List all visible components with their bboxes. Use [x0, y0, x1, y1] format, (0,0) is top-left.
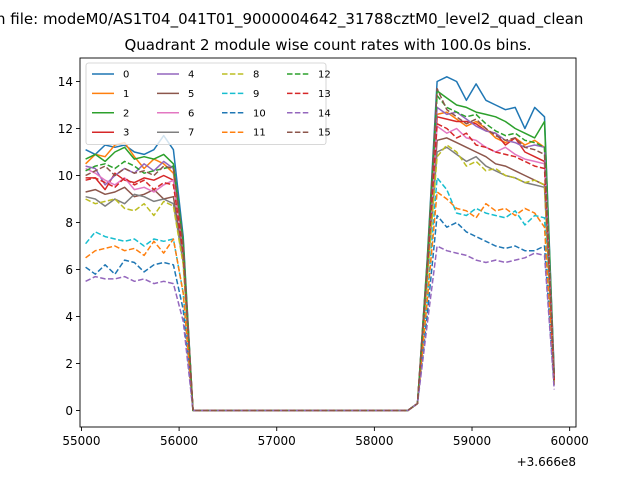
y-tick-label: 2 [65, 357, 73, 371]
legend-label-10: 10 [253, 108, 266, 119]
series-line-10 [85, 214, 555, 412]
legend-label-14: 14 [318, 108, 331, 119]
legend-label-11: 11 [253, 128, 266, 139]
y-tick-label: 0 [65, 404, 73, 418]
axes-frame [79, 57, 577, 428]
x-tick-label: 56000 [160, 434, 198, 448]
legend-label-0: 0 [123, 70, 129, 81]
legend-label-6: 6 [188, 108, 194, 119]
x-tick-label: 59000 [453, 434, 491, 448]
figure-suptitle: n file: modeM0/AS1T04_041T01_9000004642_… [0, 10, 583, 29]
x-offset-label: +3.666e8 [517, 455, 576, 469]
legend-label-9: 9 [253, 89, 259, 100]
series-line-11 [85, 191, 555, 412]
y-tick-label: 4 [65, 310, 73, 324]
legend-label-13: 13 [318, 89, 331, 100]
x-tick-label: 55000 [62, 434, 100, 448]
legend-label-7: 7 [188, 128, 194, 139]
series-line-13 [85, 123, 555, 412]
legend-box [85, 62, 327, 145]
legend-label-8: 8 [253, 70, 259, 81]
y-tick-label: 6 [65, 263, 73, 277]
y-tick-label: 10 [58, 169, 73, 183]
series-line-7 [85, 146, 555, 412]
y-tick-label: 8 [65, 216, 73, 230]
legend-label-5: 5 [188, 89, 194, 100]
y-tick-label: 12 [58, 122, 73, 136]
legend-label-2: 2 [123, 108, 129, 119]
legend-label-4: 4 [188, 70, 194, 81]
x-tick-label: 57000 [258, 434, 296, 448]
legend-label-12: 12 [318, 70, 331, 81]
legend-label-15: 15 [318, 128, 331, 139]
legend-label-1: 1 [123, 89, 129, 100]
legend-label-3: 3 [123, 128, 129, 139]
plot-area: 55000 56000 57000 58000 59000 600000246810121… [58, 57, 589, 448]
series-line-8 [85, 144, 555, 412]
series-line-14 [85, 245, 555, 412]
x-tick-label: 60000 [551, 434, 589, 448]
y-tick-label: 14 [58, 75, 73, 89]
series-line-4 [85, 106, 555, 412]
series-line-9 [85, 177, 555, 412]
x-tick-label: 58000 [355, 434, 393, 448]
chart-title: Quadrant 2 module wise count rates with … [124, 36, 531, 54]
